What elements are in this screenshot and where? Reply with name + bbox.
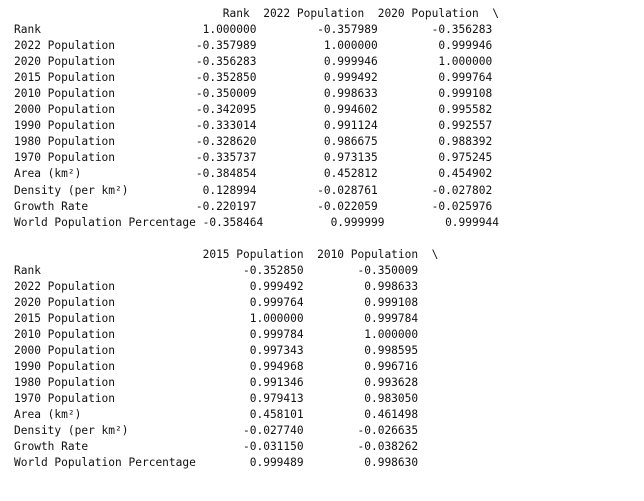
table-row: Area (km²) 0.458101 0.461498: [14, 408, 419, 422]
table-row: 2000 Population 0.997343 0.998595: [14, 343, 419, 357]
table-row: 2015 Population 1.000000 0.999784: [14, 311, 419, 325]
table-row: World Population Percentage 0.999489 0.9…: [14, 456, 419, 470]
table-row: World Population Percentage -0.358464 0.…: [14, 215, 499, 229]
table-row: 1990 Population 0.994968 0.996716: [14, 360, 419, 374]
table-row: Rank -0.352850 -0.350009: [14, 263, 419, 277]
table-row: 2000 Population -0.342095 0.994602 0.995…: [14, 103, 493, 117]
table-row: 2020 Population -0.356283 0.999946 1.000…: [14, 55, 493, 69]
block-separator: [14, 231, 499, 247]
table-row: 2022 Population 0.999492 0.998633: [14, 279, 419, 293]
table-header-line: 2015 Population 2010 Population \: [14, 247, 439, 261]
table-header-line: Rank 2022 Population 2020 Population \: [14, 7, 499, 20]
output-block-2: 2015 Population 2010 Population \ Rank -…: [14, 247, 499, 472]
table-row: Area (km²) -0.384854 0.452812 0.454902: [14, 167, 493, 181]
table-row: Growth Rate -0.220197 -0.022059 -0.02597…: [14, 199, 493, 213]
table-row: 1990 Population -0.333014 0.991124 0.992…: [14, 119, 493, 133]
table-row: 2010 Population 0.999784 1.000000: [14, 327, 419, 341]
output-block-1: Rank 2022 Population 2020 Population \ R…: [14, 6, 499, 231]
table-row: 1970 Population 0.979413 0.983050: [14, 392, 419, 406]
table-row: 1980 Population -0.328620 0.986675 0.988…: [14, 135, 493, 149]
table-row: 1970 Population -0.335737 0.973135 0.975…: [14, 151, 493, 165]
cell-output: Rank 2022 Population 2020 Population \ R…: [14, 6, 499, 471]
table-row: Rank 1.000000 -0.357989 -0.356283: [14, 23, 493, 37]
table-row: Growth Rate -0.031150 -0.038262: [14, 440, 419, 454]
table-row: 2020 Population 0.999764 0.999108: [14, 295, 419, 309]
table-row: 1980 Population 0.991346 0.993628: [14, 376, 419, 390]
table-row: Density (per km²) -0.027740 -0.026635: [14, 424, 419, 438]
table-row: 2010 Population -0.350009 0.998633 0.999…: [14, 87, 493, 101]
table-row: 2015 Population -0.352850 0.999492 0.999…: [14, 71, 493, 85]
table-row: 2022 Population -0.357989 1.000000 0.999…: [14, 39, 493, 53]
table-row: Density (per km²) 0.128994 -0.028761 -0.…: [14, 183, 493, 197]
